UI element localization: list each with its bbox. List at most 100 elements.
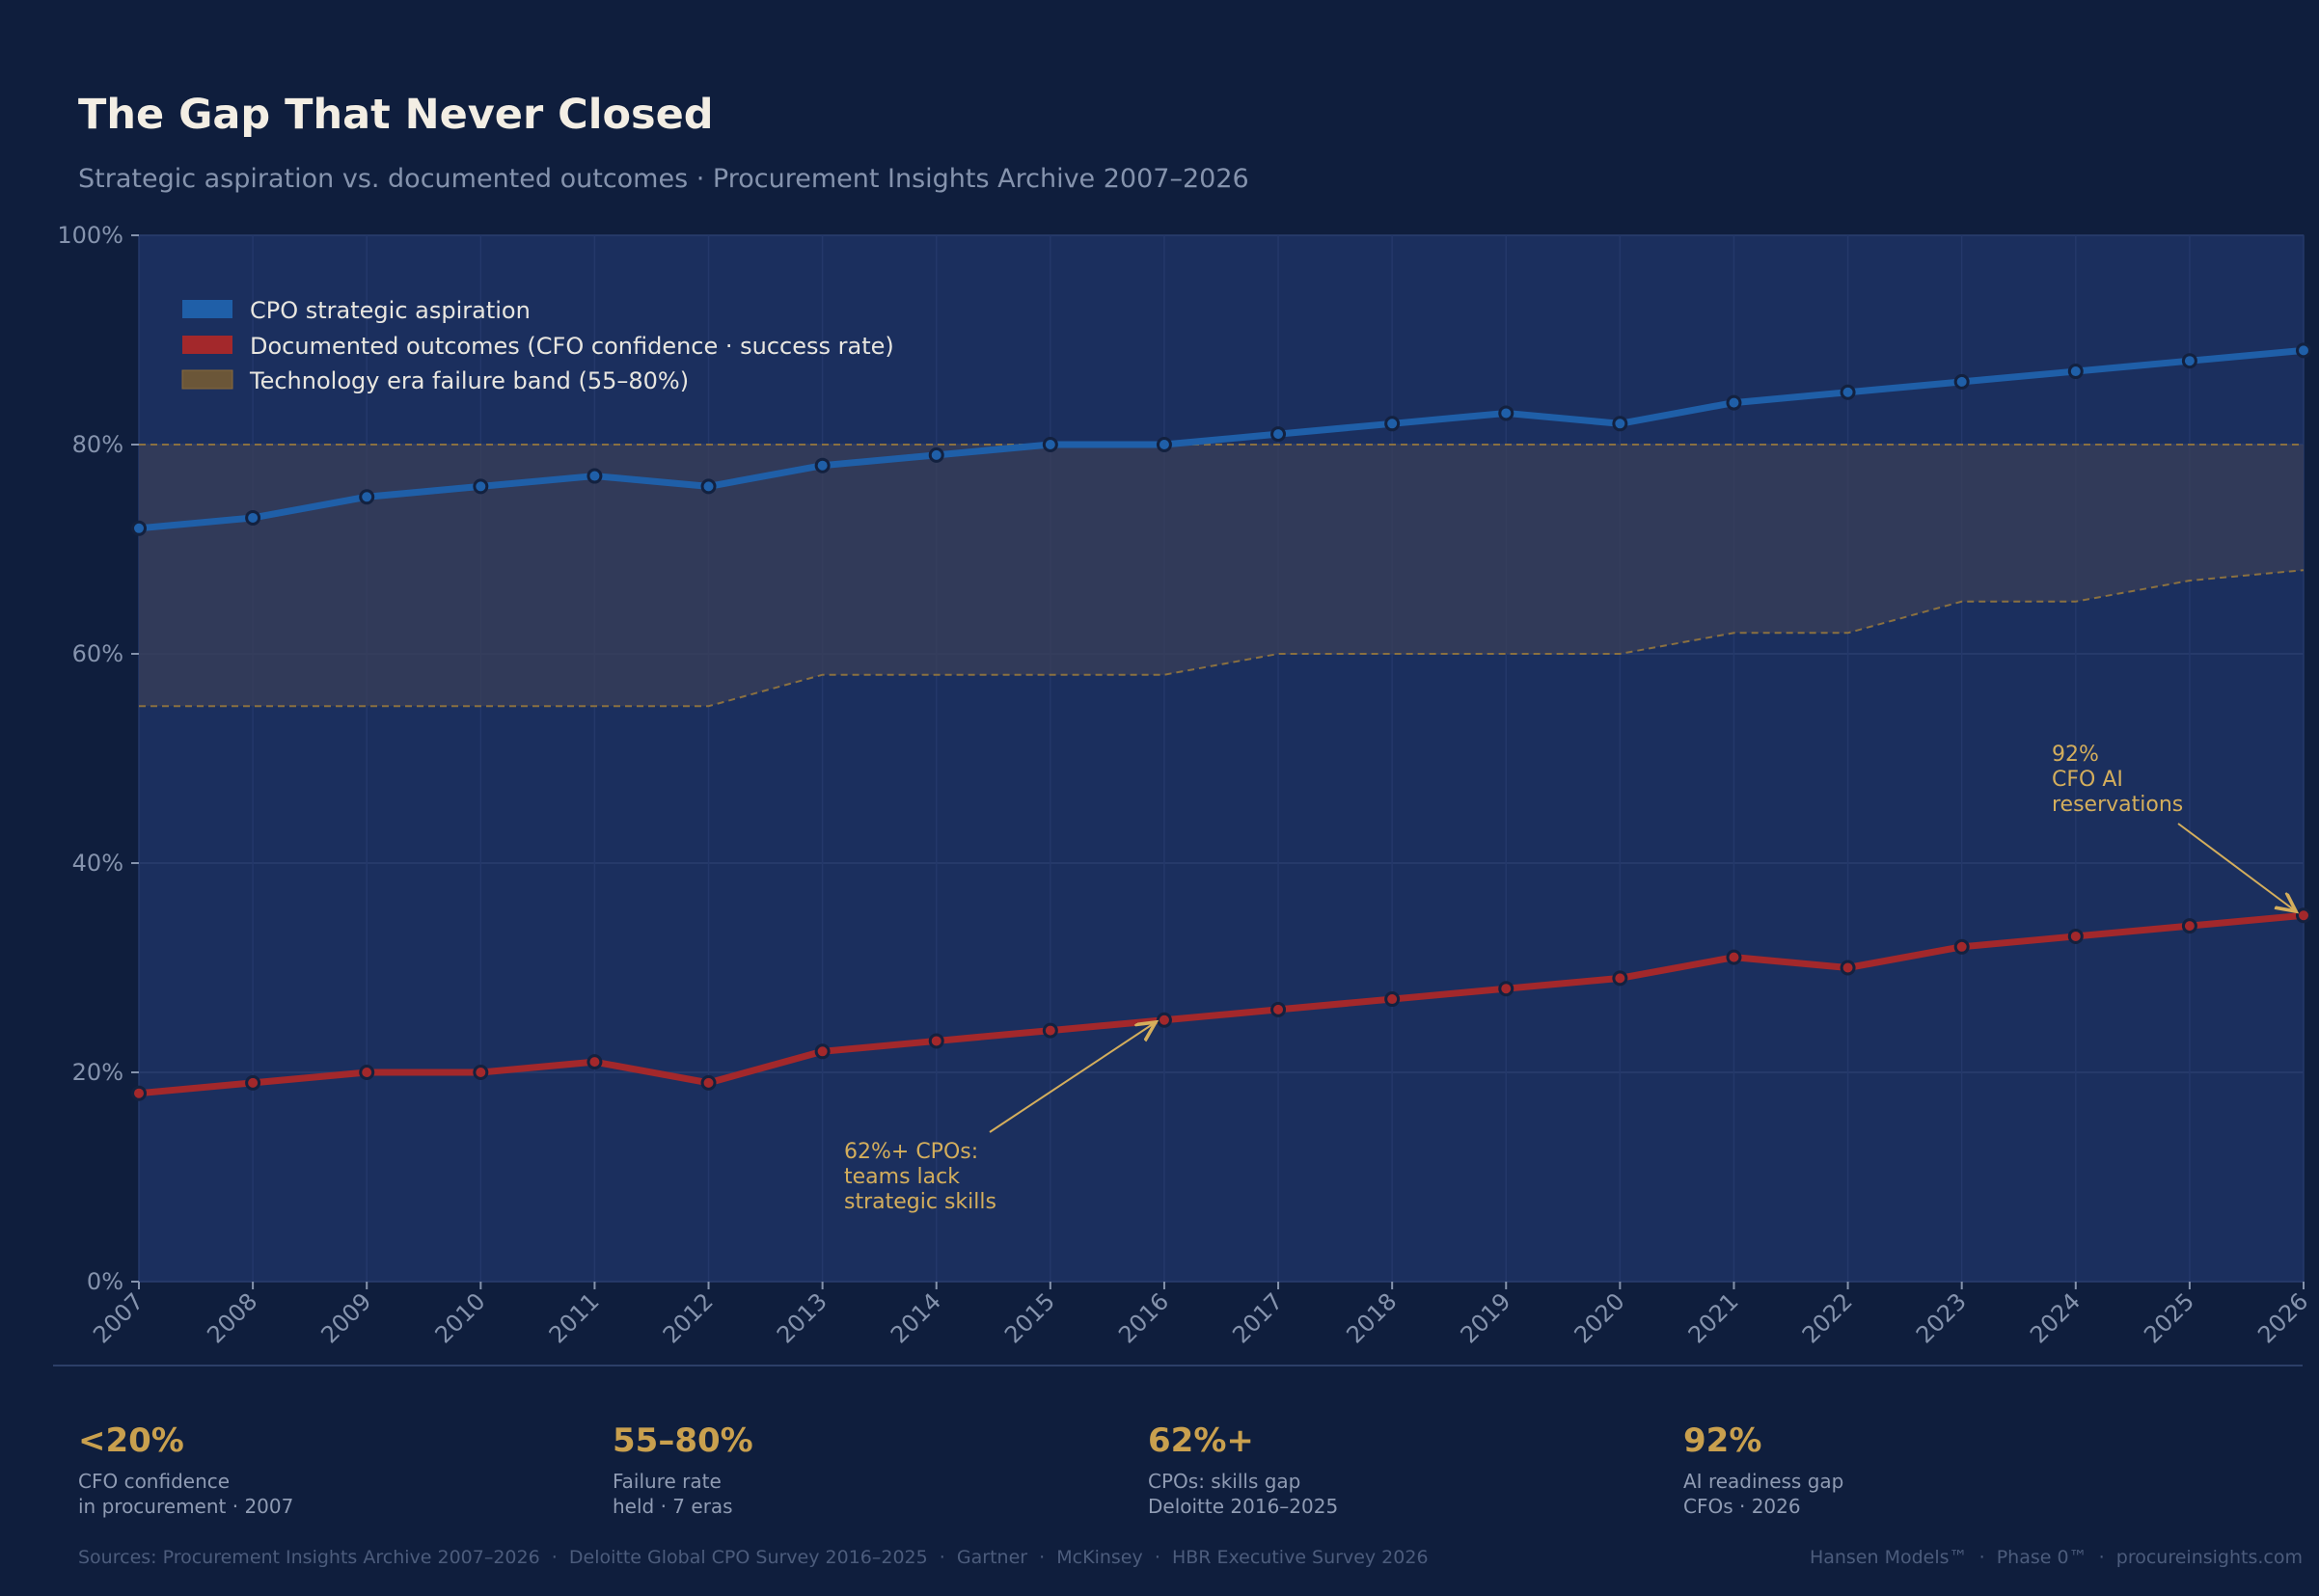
x-tick-label: 2023 bbox=[1911, 1287, 1972, 1348]
band-lower-edge bbox=[139, 569, 2305, 708]
stat-value: 55–80% bbox=[613, 1421, 753, 1460]
x-tick-label: 2008 bbox=[202, 1287, 262, 1348]
x-tick-label: 2021 bbox=[1683, 1287, 1744, 1348]
data-point-outcomes bbox=[1726, 949, 1742, 965]
data-point-outcomes bbox=[1042, 1022, 1058, 1039]
stat-label: in procurement · 2007 bbox=[78, 1495, 293, 1518]
x-tick-label: 2009 bbox=[315, 1287, 376, 1348]
data-point-aspiration bbox=[1384, 416, 1401, 432]
data-point-outcomes bbox=[2181, 918, 2197, 934]
stat-value: <20% bbox=[78, 1421, 184, 1460]
data-point-outcomes bbox=[1270, 1001, 1287, 1017]
footer-sources: Sources: Procurement Insights Archive 20… bbox=[78, 1547, 1429, 1568]
stat-label: Failure rate bbox=[613, 1470, 722, 1493]
y-tick-label: 100% bbox=[57, 222, 123, 249]
y-tick-label: 80% bbox=[72, 431, 123, 458]
y-tick-label: 40% bbox=[72, 850, 123, 877]
x-tick-label: 2014 bbox=[886, 1287, 946, 1348]
annotation-skills: 62%+ CPOs: teams lack strategic skills bbox=[844, 1022, 1156, 1214]
stat-value: 62%+ bbox=[1148, 1421, 1254, 1460]
x-tick-label: 2010 bbox=[430, 1287, 491, 1348]
data-point-outcomes bbox=[814, 1043, 831, 1060]
data-point-aspiration bbox=[1498, 405, 1514, 421]
annotation-arrow bbox=[2177, 823, 2296, 911]
footer-brand: Hansen Models™ · Phase 0™ · procureinsig… bbox=[1810, 1547, 2303, 1568]
data-point-outcomes bbox=[2296, 907, 2311, 924]
annotation-ai: 92% CFO AI reservations bbox=[2052, 743, 2296, 911]
data-point-aspiration bbox=[2067, 364, 2084, 380]
x-tick-label: 2022 bbox=[1797, 1287, 1858, 1348]
x-axis: 2007 2008 2009 2010 2011 2012 2013 2014 2015 2016… bbox=[88, 1282, 2313, 1348]
data-point-aspiration bbox=[587, 468, 603, 484]
stat-label: held · 7 eras bbox=[613, 1495, 733, 1518]
data-point-outcomes bbox=[1953, 938, 1970, 955]
annotation-text: teams lack bbox=[844, 1165, 960, 1189]
stat-3: 62%+ CPOs: skills gap Deloitte 2016–2025 bbox=[1148, 1421, 1338, 1518]
y-tick-label: 0% bbox=[87, 1268, 123, 1295]
data-point-outcomes bbox=[928, 1033, 944, 1049]
annotation-text: CFO AI bbox=[2052, 768, 2123, 792]
data-point-aspiration bbox=[1156, 437, 1172, 452]
data-point-outcomes bbox=[131, 1085, 147, 1101]
x-tick-label: 2007 bbox=[88, 1287, 149, 1348]
series-line-aspiration bbox=[138, 346, 2305, 532]
stat-label: Deloitte 2016–2025 bbox=[1148, 1495, 1338, 1518]
series-line-outcomes bbox=[138, 911, 2305, 1097]
stat-2: 55–80% Failure rate held · 7 eras bbox=[613, 1421, 753, 1518]
x-tick-label: 2024 bbox=[2025, 1287, 2086, 1348]
legend-label-outcomes: Documented outcomes (CFO confidence · su… bbox=[250, 333, 894, 360]
data-point-outcomes bbox=[1156, 1012, 1172, 1028]
data-point-aspiration bbox=[700, 478, 717, 495]
data-point-aspiration bbox=[131, 520, 147, 536]
data-point-aspiration bbox=[1726, 394, 1742, 411]
legend-swatch-band bbox=[181, 369, 233, 390]
x-tick-label: 2016 bbox=[1113, 1287, 1174, 1348]
stat-label: CFO confidence bbox=[78, 1470, 230, 1493]
stat-4: 92% AI readiness gap CFOs · 2026 bbox=[1683, 1421, 1843, 1518]
data-point-outcomes bbox=[700, 1074, 717, 1091]
data-point-aspiration bbox=[1270, 426, 1287, 443]
data-point-aspiration bbox=[928, 446, 944, 463]
data-point-aspiration bbox=[814, 457, 831, 473]
legend: CPO strategic aspiration Documented outc… bbox=[181, 297, 894, 394]
annotation-arrow bbox=[989, 1022, 1156, 1133]
data-point-aspiration bbox=[1840, 384, 1856, 400]
y-tick-label: 20% bbox=[72, 1059, 123, 1086]
data-point-aspiration bbox=[1042, 437, 1058, 452]
y-axis: 0% 20% 40% 60% 80% 100% bbox=[57, 222, 139, 1295]
annotation-text: 92% bbox=[2052, 743, 2099, 767]
x-tick-label: 2020 bbox=[1569, 1287, 1630, 1348]
series-layer bbox=[131, 342, 2311, 1101]
annotation-text: strategic skills bbox=[844, 1190, 996, 1214]
chart-subtitle: Strategic aspiration vs. documented outc… bbox=[78, 164, 1249, 194]
x-tick-label: 2025 bbox=[2139, 1287, 2199, 1348]
stat-label: AI readiness gap bbox=[1683, 1470, 1843, 1493]
x-tick-label: 2019 bbox=[1456, 1287, 1516, 1348]
data-point-aspiration bbox=[245, 509, 261, 526]
x-tick-label: 2017 bbox=[1227, 1287, 1288, 1348]
x-tick-label: 2015 bbox=[999, 1287, 1060, 1348]
data-point-outcomes bbox=[245, 1074, 261, 1091]
data-point-outcomes bbox=[587, 1054, 603, 1070]
data-point-outcomes bbox=[359, 1065, 375, 1080]
data-point-outcomes bbox=[1840, 960, 1856, 976]
chart-title: The Gap That Never Closed bbox=[78, 91, 714, 139]
stat-label: CPOs: skills gap bbox=[1148, 1470, 1300, 1493]
failure-band bbox=[139, 444, 2305, 708]
stat-value: 92% bbox=[1683, 1421, 1761, 1460]
x-tick-label: 2013 bbox=[772, 1287, 832, 1348]
data-point-aspiration bbox=[1953, 373, 1970, 390]
x-tick-label: 2011 bbox=[544, 1287, 605, 1348]
x-tick-label: 2012 bbox=[658, 1287, 719, 1348]
data-point-aspiration bbox=[359, 489, 375, 505]
stat-label: CFOs · 2026 bbox=[1683, 1495, 1801, 1518]
legend-label-band: Technology era failure band (55–80%) bbox=[249, 367, 689, 394]
annotation-text: reservations bbox=[2052, 793, 2183, 817]
band-fill bbox=[139, 445, 2304, 707]
legend-swatch-aspiration bbox=[182, 300, 232, 318]
x-tick-label: 2018 bbox=[1341, 1287, 1402, 1348]
data-point-aspiration bbox=[2181, 353, 2197, 369]
data-point-outcomes bbox=[1498, 981, 1514, 997]
data-point-outcomes bbox=[473, 1065, 489, 1080]
